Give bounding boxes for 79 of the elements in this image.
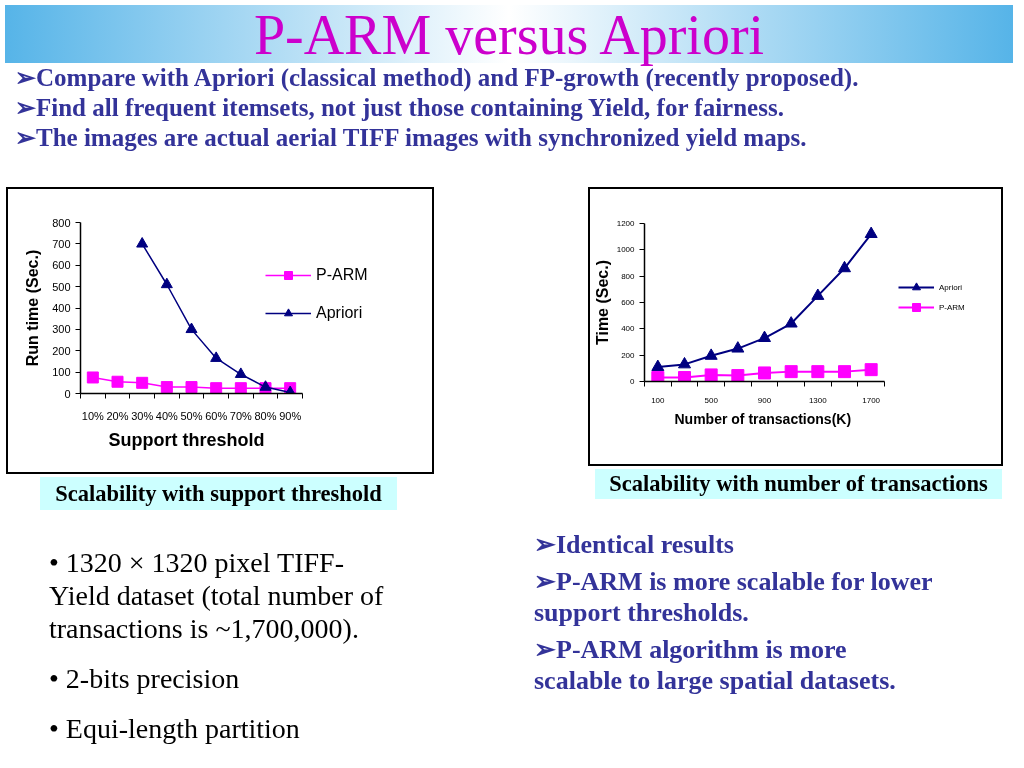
text: ➢P-ARM algorithm is more scalable to large spatial datasets. <box>534 634 897 696</box>
y-axis-title: Run time (Sec.) <box>24 249 42 367</box>
point <box>784 316 798 328</box>
y-tick-label: 700 <box>52 237 71 250</box>
text: ➢P-ARM is more scalable for lower support thresholds. <box>534 566 934 628</box>
x-axis-title: Number of transactions(K) <box>674 410 852 427</box>
point <box>704 348 718 360</box>
text: P-ARM versus Apriori <box>5 4 1013 66</box>
point <box>811 288 825 300</box>
point <box>185 322 198 334</box>
text: ➢Find all frequent itemsets, not just those containing Yield, for fairness. <box>14 93 785 123</box>
x-tick-label: 90% <box>279 409 302 422</box>
point <box>678 356 691 369</box>
y-tick-label: 200 <box>52 344 71 357</box>
y-tick-label: 500 <box>52 280 71 293</box>
point <box>111 375 124 388</box>
y-tick-label: 300 <box>52 323 71 336</box>
y-tick-label: 0 <box>630 377 636 386</box>
point <box>651 359 665 371</box>
text: • Equi-length partition <box>49 712 301 745</box>
point <box>160 381 173 394</box>
x-tick-label: 20% <box>106 409 129 422</box>
x-tick-label: 60% <box>205 409 228 422</box>
point <box>838 260 851 273</box>
legend-label: Apriori <box>316 303 363 323</box>
point <box>160 277 173 289</box>
y-tick-label: 800 <box>621 271 636 281</box>
x-tick-label: 40% <box>155 409 179 422</box>
point <box>136 237 149 248</box>
y-tick-label: 0 <box>64 387 71 400</box>
point <box>651 371 665 382</box>
point <box>678 371 691 382</box>
point <box>731 341 745 353</box>
y-tick-label: 100 <box>52 366 71 379</box>
text: ➢Identical results <box>534 529 735 560</box>
point <box>811 365 825 379</box>
y-tick-label: 600 <box>621 298 636 307</box>
point <box>758 330 771 343</box>
y-tick-label: 200 <box>621 350 636 360</box>
point <box>234 382 247 394</box>
x-tick-label: 1700 <box>862 395 881 405</box>
x-axis-title: Support threshold <box>108 429 265 450</box>
point <box>758 366 771 380</box>
point <box>86 371 99 384</box>
text: Scalability with support threshold <box>55 480 382 508</box>
x-tick-label: 1300 <box>808 395 828 405</box>
text: • 2-bits precision <box>49 662 241 695</box>
y-tick-label: 1000 <box>616 245 636 255</box>
point <box>864 363 878 377</box>
y-axis-title: Time (Sec.) <box>593 259 611 346</box>
y-tick-label: 400 <box>52 302 71 314</box>
point <box>864 226 878 238</box>
point <box>731 369 745 382</box>
point <box>838 365 851 379</box>
legend-label: P-ARM <box>316 265 368 285</box>
point <box>210 382 223 394</box>
text: ➢The images are actual aerial TIFF images with synchronized yield maps. <box>14 123 808 153</box>
x-tick-label: 80% <box>254 409 277 422</box>
y-tick-label: 800 <box>52 216 71 229</box>
y-tick-label: 600 <box>52 259 71 272</box>
x-tick-label: 500 <box>704 395 719 405</box>
point <box>185 381 198 394</box>
text: Scalability with number of transactions <box>609 470 988 498</box>
x-tick-label: 50% <box>180 409 203 422</box>
x-tick-label: 70% <box>229 409 253 422</box>
point <box>210 351 223 362</box>
x-tick-label: 10% <box>81 409 105 422</box>
point <box>704 368 718 382</box>
legend-label: Apriori <box>939 281 963 294</box>
y-tick-label: 1200 <box>616 219 636 228</box>
text: • 1320 × 1320 pixel TIFF-Yield dataset (total number of transactions is ~1,700,000). <box>49 546 385 645</box>
legend-label: P-ARM <box>939 301 965 314</box>
x-tick-label: 100 <box>651 395 666 405</box>
x-tick-label: 30% <box>131 409 154 422</box>
point <box>784 365 798 379</box>
point <box>234 367 247 378</box>
y-tick-label: 400 <box>621 324 636 334</box>
x-tick-label: 900 <box>757 395 772 405</box>
point <box>136 376 149 389</box>
